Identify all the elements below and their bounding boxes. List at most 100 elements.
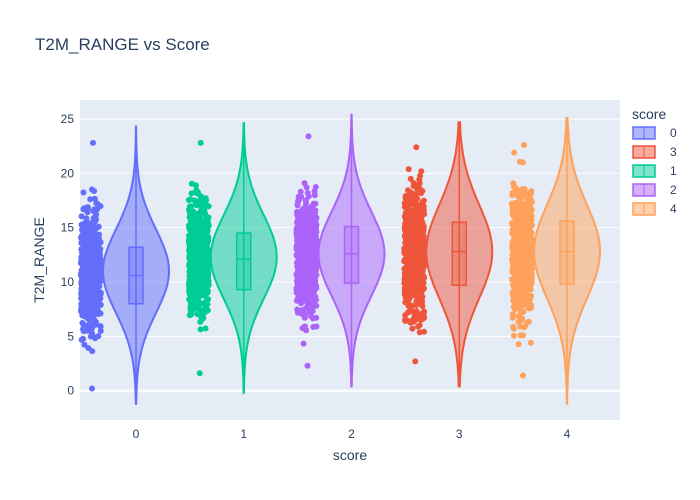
data-point xyxy=(299,206,306,213)
legend-item-1: 1 xyxy=(632,164,677,178)
data-point xyxy=(308,284,315,291)
data-point xyxy=(79,277,86,284)
data-point xyxy=(311,188,318,195)
data-point xyxy=(404,214,411,221)
data-point xyxy=(414,284,421,291)
x-tick-label: 4 xyxy=(564,427,571,441)
data-point xyxy=(201,198,208,205)
data-point xyxy=(418,294,425,301)
x-tick-label: 2 xyxy=(348,427,355,441)
data-point xyxy=(412,191,419,198)
data-point xyxy=(97,203,104,210)
data-point xyxy=(198,277,205,283)
data-point xyxy=(526,226,533,233)
data-point xyxy=(189,249,196,256)
violin-box xyxy=(343,225,360,284)
data-point xyxy=(86,276,93,283)
data-point xyxy=(421,285,427,292)
data-point xyxy=(82,323,88,330)
data-point xyxy=(205,221,212,228)
data-point xyxy=(97,239,104,246)
data-point xyxy=(205,233,211,240)
data-point xyxy=(527,195,534,202)
data-point xyxy=(522,248,529,255)
data-point xyxy=(402,299,409,306)
data-point xyxy=(198,193,204,200)
data-point xyxy=(511,183,518,190)
data-point xyxy=(88,286,95,293)
data-point xyxy=(193,219,200,226)
data-point xyxy=(81,341,88,348)
data-point xyxy=(188,208,195,215)
data-point xyxy=(308,275,315,282)
data-point xyxy=(418,316,425,323)
data-point xyxy=(190,269,197,276)
legend-label: 1 xyxy=(670,164,677,178)
data-point xyxy=(88,233,94,240)
data-point xyxy=(188,180,195,187)
data-point xyxy=(407,191,414,198)
data-point xyxy=(191,274,198,281)
data-point xyxy=(420,280,427,287)
data-point xyxy=(93,211,100,218)
data-point xyxy=(524,212,531,219)
data-point xyxy=(511,206,517,213)
y-tick-label: 5 xyxy=(67,329,74,343)
data-point xyxy=(520,372,526,379)
data-point xyxy=(520,208,527,215)
data-point xyxy=(402,317,409,324)
data-point xyxy=(518,282,525,289)
data-point xyxy=(517,300,524,307)
data-point xyxy=(402,221,408,228)
data-point xyxy=(517,332,524,339)
violin-group-0 xyxy=(78,125,171,405)
data-point xyxy=(304,304,311,311)
data-point xyxy=(420,310,427,317)
violin-group-2 xyxy=(293,113,386,388)
data-point xyxy=(312,224,319,230)
data-point xyxy=(306,256,313,263)
data-point xyxy=(294,263,301,270)
data-point xyxy=(303,184,310,191)
data-point xyxy=(404,228,411,235)
data-point xyxy=(298,243,305,250)
data-point xyxy=(509,243,516,250)
violin-box xyxy=(451,221,467,287)
data-point xyxy=(96,283,103,290)
violin-group-3 xyxy=(401,121,494,388)
data-point xyxy=(402,290,409,297)
data-point xyxy=(196,291,203,298)
data-point xyxy=(190,261,196,268)
data-point xyxy=(402,270,409,277)
data-point xyxy=(95,257,102,264)
data-point xyxy=(521,142,527,149)
data-point xyxy=(195,237,202,243)
data-point xyxy=(78,239,85,246)
data-point xyxy=(86,320,93,327)
data-point xyxy=(197,139,204,146)
data-point xyxy=(522,323,528,330)
legend: 0 3 1 2 4 xyxy=(632,126,677,216)
data-point xyxy=(418,257,425,264)
legend-label: 2 xyxy=(670,183,677,197)
x-tick-label: 1 xyxy=(240,427,247,441)
data-point xyxy=(412,358,419,365)
data-point xyxy=(78,303,85,310)
data-point xyxy=(310,315,316,322)
violin-points xyxy=(401,144,428,365)
data-point xyxy=(514,254,521,261)
data-point xyxy=(197,263,204,270)
data-point xyxy=(295,229,302,236)
data-point xyxy=(313,237,319,244)
data-point xyxy=(525,279,532,286)
data-point xyxy=(414,214,421,220)
data-point xyxy=(515,341,522,348)
data-point xyxy=(200,234,207,241)
data-point xyxy=(91,219,98,225)
data-point xyxy=(309,308,316,315)
data-point xyxy=(415,276,422,283)
data-point xyxy=(509,220,516,227)
data-point xyxy=(195,243,202,250)
data-point xyxy=(416,322,423,329)
data-point xyxy=(299,309,305,316)
